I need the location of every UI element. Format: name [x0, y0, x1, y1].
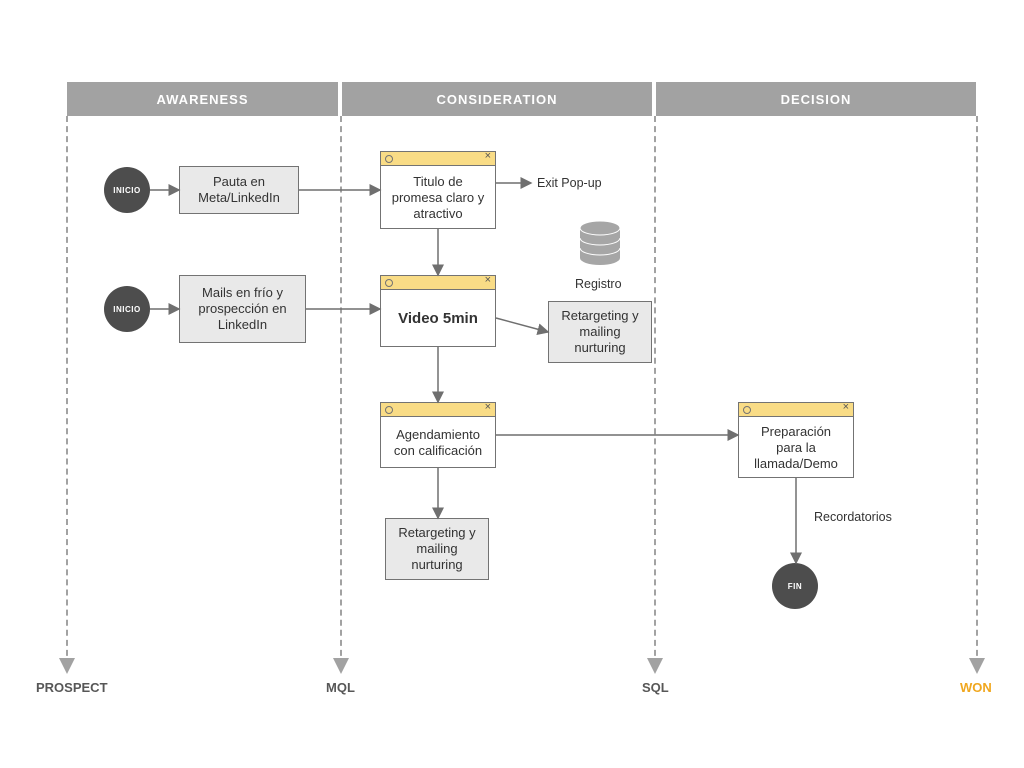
window-titlebar-icon — [381, 403, 495, 417]
stage-header-decision: DECISION — [656, 82, 976, 116]
window-titlebar-icon — [739, 403, 853, 417]
label-exit-popup: Exit Pop-up — [537, 176, 602, 190]
stage-header-consideration: CONSIDERATION — [342, 82, 652, 116]
stage-header-awareness: AWARENESS — [67, 82, 338, 116]
process-retargeting-1: Retargeting y mailing nurturing — [548, 301, 652, 363]
swimlane-divider — [976, 116, 978, 666]
start-node: INICIO — [104, 167, 150, 213]
stage-label: CONSIDERATION — [436, 92, 557, 107]
funnel-label-won: WON — [960, 680, 992, 695]
stage-label: DECISION — [781, 92, 852, 107]
window-agenda: Agendamiento con calificación — [380, 402, 496, 468]
process-retargeting-2: Retargeting y mailing nurturing — [385, 518, 489, 580]
funnel-label-sql: SQL — [642, 680, 669, 695]
database-icon — [578, 220, 622, 270]
swimlane-divider — [340, 116, 342, 666]
process-pauta: Pauta en Meta/LinkedIn — [179, 166, 299, 214]
funnel-label-prospect: PROSPECT — [36, 680, 108, 695]
window-video: Video 5min — [380, 275, 496, 347]
end-node: FIN — [772, 563, 818, 609]
stage-label: AWARENESS — [156, 92, 248, 107]
label-registro: Registro — [575, 277, 622, 291]
window-titulo: Titulo de promesa claro y atractivo — [380, 151, 496, 229]
window-preparacion: Preparación para la llamada/Demo — [738, 402, 854, 478]
start-node: INICIO — [104, 286, 150, 332]
swimlane-divider — [66, 116, 68, 666]
label-recordatorios: Recordatorios — [814, 510, 892, 524]
window-titlebar-icon — [381, 276, 495, 290]
funnel-label-mql: MQL — [326, 680, 355, 695]
swimlane-divider — [654, 116, 656, 666]
window-titlebar-icon — [381, 152, 495, 166]
process-mails: Mails en frío y prospección en LinkedIn — [179, 275, 306, 343]
